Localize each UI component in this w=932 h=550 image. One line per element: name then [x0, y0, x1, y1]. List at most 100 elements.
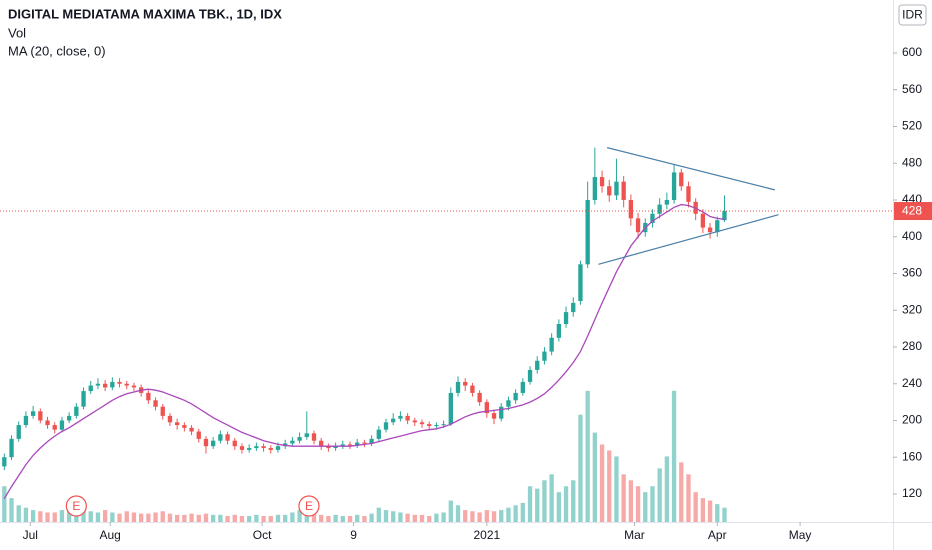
volume-bar — [124, 511, 129, 522]
y-tick-label: 280 — [902, 339, 922, 353]
candle-body — [232, 440, 237, 447]
last-price-box — [894, 202, 932, 221]
candle-body — [607, 186, 612, 196]
volume-bar — [679, 462, 684, 522]
volume-bar — [340, 516, 345, 522]
candle-body — [110, 381, 115, 388]
indicator-label: MA (20, close, 0) — [8, 43, 106, 58]
trendline — [598, 214, 779, 265]
candle-body — [419, 422, 425, 425]
volume-bar — [628, 480, 634, 522]
volume-bar — [599, 444, 605, 522]
volume-bar — [441, 512, 446, 522]
currency-box[interactable] — [898, 4, 927, 26]
volume-bar — [607, 450, 612, 522]
candle-body — [491, 413, 497, 419]
candle-body — [319, 440, 324, 447]
volume-bar — [434, 513, 439, 522]
volume-bar — [2, 486, 7, 522]
volume-bar — [635, 486, 641, 522]
candle-body — [153, 400, 158, 407]
candle-body — [9, 438, 14, 458]
volume-bar — [261, 516, 266, 522]
candle-body — [679, 172, 684, 187]
candle-body — [592, 177, 598, 200]
candle-body — [549, 337, 554, 352]
volume-bar — [671, 390, 677, 522]
volume-bar — [707, 500, 713, 522]
candle-body — [347, 444, 353, 446]
candle-body — [81, 391, 86, 407]
candle-body — [535, 360, 540, 370]
volume-bar — [182, 514, 187, 522]
volume-bar — [419, 514, 425, 522]
candle-body — [52, 425, 57, 430]
candle-body — [203, 438, 209, 447]
volume-bar — [376, 507, 381, 522]
candle-body — [247, 448, 252, 450]
volume-bar — [484, 510, 489, 522]
x-tick-label: 2021 — [473, 528, 500, 542]
volume-bar — [427, 516, 432, 522]
volume-bar — [95, 512, 101, 522]
volume-bar — [571, 480, 576, 522]
volume-bar — [686, 474, 691, 522]
volume-bar — [527, 486, 533, 522]
x-tick-label: Apr — [708, 528, 727, 542]
volume-bar — [9, 498, 14, 522]
volume-bar — [520, 502, 525, 522]
volume-bar — [693, 492, 698, 522]
candle-body — [499, 406, 504, 419]
volume-bar — [211, 514, 216, 522]
candle-body — [578, 264, 583, 302]
trendline — [606, 147, 776, 191]
candle-body — [520, 381, 525, 393]
candle-body — [477, 392, 482, 403]
candle-body — [117, 381, 122, 384]
volume-bar — [700, 498, 706, 522]
volume-bar — [189, 513, 194, 522]
candle-body — [355, 442, 360, 446]
candle-body — [160, 406, 165, 416]
candle-body — [398, 415, 403, 419]
y-tick-label: 200 — [902, 413, 922, 427]
volume-bar — [463, 510, 468, 522]
volume-bar — [225, 516, 230, 522]
volume-bar — [203, 513, 209, 522]
candle-body — [376, 429, 381, 439]
volume-bar — [88, 511, 93, 522]
candle-body — [326, 446, 331, 449]
candle-body — [189, 427, 194, 432]
volume-bar — [556, 492, 562, 522]
volume-bar — [585, 390, 590, 522]
volume-bar — [117, 513, 122, 522]
candle-body — [211, 440, 216, 447]
volume-bar — [506, 507, 511, 522]
candle-body — [2, 457, 7, 467]
volume-bar — [448, 500, 453, 522]
volume-bar — [513, 505, 518, 522]
candle-body — [635, 218, 641, 233]
candle-body — [513, 392, 518, 401]
candle-body — [715, 220, 720, 233]
candle-body — [527, 369, 533, 382]
candle-body — [16, 425, 21, 439]
candle-body — [225, 434, 230, 441]
volume-bar — [326, 516, 331, 522]
candle-body — [700, 213, 706, 228]
candle-body — [340, 444, 345, 447]
volume-bar — [369, 513, 374, 522]
y-tick-label: 360 — [902, 266, 922, 280]
volume-bar — [621, 474, 626, 522]
candle-body — [74, 406, 79, 416]
candle-body — [38, 411, 43, 421]
volume-bar — [218, 514, 223, 522]
volume-bar — [542, 480, 547, 522]
earnings-label: E — [72, 499, 80, 513]
volume-bar — [715, 504, 720, 522]
candle-body — [196, 431, 201, 439]
volume-bar — [275, 514, 281, 522]
x-tick-label: Mar — [624, 528, 645, 542]
